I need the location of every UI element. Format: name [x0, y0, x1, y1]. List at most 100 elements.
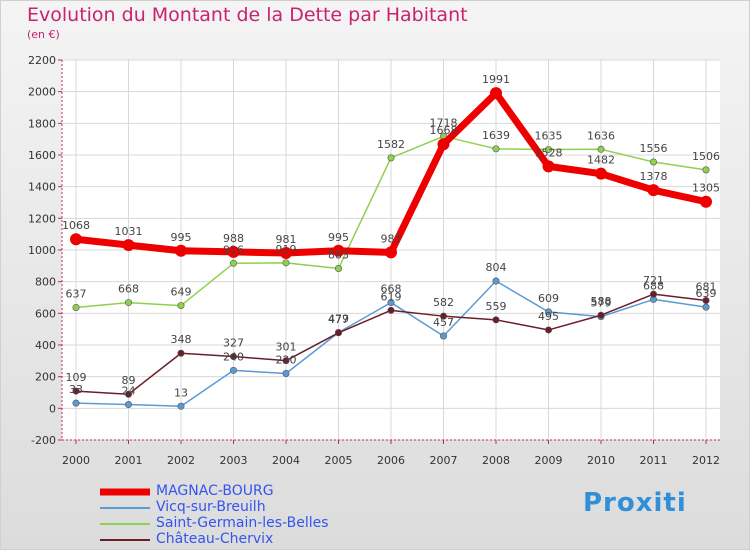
y-tick-label: 1000 — [28, 244, 56, 257]
series-vicq-sur-breuilh-data-label: 33 — [69, 383, 83, 396]
series-vicq-sur-breuilh-point — [177, 402, 185, 410]
series-chateau-chervix-data-label: 495 — [538, 310, 559, 323]
x-tick-label: 2012 — [692, 454, 720, 467]
series-saint-germain-les-belles-legend-label: Saint-Germain-les-Belles — [156, 515, 329, 531]
series-vicq-sur-breuilh-data-label: 13 — [174, 386, 188, 399]
x-tick-label: 2000 — [62, 454, 90, 467]
series-chateau-chervix-data-label: 681 — [696, 281, 717, 294]
series-chateau-chervix-point — [597, 311, 605, 319]
series-magnac-bourg-data-label: 1031 — [115, 225, 143, 238]
series-chateau-chervix-point — [334, 329, 342, 337]
series-magnac-bourg-point — [385, 246, 397, 259]
series-saint-germain-les-belles-point — [230, 259, 238, 267]
series-magnac-bourg-point — [542, 160, 555, 173]
series-magnac-bourg-point — [122, 239, 135, 252]
series-chateau-chervix-data-label: 559 — [486, 300, 507, 313]
series-chateau-chervix-data-label: 477 — [328, 313, 349, 326]
y-tick-label: 2000 — [28, 86, 56, 99]
series-saint-germain-les-belles-point — [387, 154, 395, 162]
series-vicq-sur-breuilh-point — [492, 277, 500, 285]
series-chateau-chervix-data-label: 588 — [591, 295, 612, 308]
series-saint-germain-les-belles-data-label: 1582 — [377, 138, 405, 151]
series-vicq-sur-breuilh-point — [230, 366, 238, 374]
series-vicq-sur-breuilh-data-label: 804 — [486, 261, 507, 274]
series-saint-germain-les-belles-point — [492, 145, 500, 153]
series-chateau-chervix-point — [282, 357, 290, 365]
y-tick-label: 400 — [35, 339, 56, 352]
series-magnac-bourg-data-label: 1068 — [62, 219, 90, 232]
y-tick-label: -200 — [31, 434, 56, 447]
series-chateau-chervix-point — [230, 353, 238, 361]
series-chateau-chervix-point — [544, 326, 552, 334]
series-magnac-bourg-data-label: 1378 — [640, 170, 668, 183]
x-tick-label: 2001 — [115, 454, 143, 467]
series-vicq-sur-breuilh-point — [282, 369, 290, 377]
series-chateau-chervix-point — [439, 312, 447, 320]
x-tick-label: 2009 — [535, 454, 563, 467]
series-chateau-chervix-legend-label: Château-Chervix — [156, 531, 274, 547]
series-magnac-bourg-point — [175, 244, 187, 257]
series-magnac-bourg-data-label: 1305 — [692, 182, 720, 195]
series-vicq-sur-breuilh-point — [544, 308, 552, 316]
chart-title: Evolution du Montant de la Dette par Hab… — [27, 4, 468, 26]
series-saint-germain-les-belles-data-label: 883 — [328, 249, 349, 262]
y-tick-label: 2200 — [28, 54, 56, 67]
y-tick-label: 0 — [49, 402, 56, 415]
series-saint-germain-les-belles-data-label: 919 — [276, 243, 297, 256]
series-vicq-sur-breuilh-data-label: 639 — [696, 287, 717, 300]
series-magnac-bourg-point — [647, 184, 660, 197]
series-chateau-chervix-point — [72, 387, 80, 395]
series-magnac-bourg-point — [227, 245, 240, 258]
series-saint-germain-les-belles-data-label: 1718 — [430, 116, 458, 129]
x-tick-label: 2007 — [430, 454, 458, 467]
series-vicq-sur-breuilh-data-label: 457 — [433, 316, 454, 329]
series-chateau-chervix-data-label: 348 — [171, 333, 192, 346]
series-vicq-sur-breuilh-point — [125, 401, 133, 409]
series-magnac-bourg-data-label: 995 — [171, 231, 192, 244]
series-saint-germain-les-belles-data-label: 916 — [223, 243, 244, 256]
series-saint-germain-les-belles-data-label: 668 — [118, 283, 139, 296]
series-magnac-bourg-data-label: 1482 — [587, 154, 615, 167]
series-magnac-bourg-point — [70, 233, 82, 246]
series-saint-germain-les-belles-data-label: 1636 — [587, 129, 615, 142]
y-tick-label: 600 — [35, 307, 56, 320]
series-saint-germain-les-belles-data-label: 1506 — [692, 150, 720, 163]
x-tick-label: 2010 — [587, 454, 615, 467]
series-chateau-chervix-point — [125, 390, 133, 398]
series-chateau-chervix-data-label: 582 — [433, 296, 454, 309]
series-vicq-sur-breuilh-data-label: 609 — [538, 292, 559, 305]
series-chateau-chervix-point — [702, 297, 710, 305]
proxiti-logo: Proxiti — [583, 488, 687, 518]
series-vicq-sur-breuilh-data-label: 668 — [381, 283, 402, 296]
series-saint-germain-les-belles-point — [649, 158, 657, 166]
series-saint-germain-les-belles-data-label: 1639 — [482, 129, 510, 142]
series-chateau-chervix-data-label: 89 — [122, 374, 136, 387]
series-saint-germain-les-belles-point — [702, 166, 710, 174]
series-chateau-chervix-point — [492, 316, 500, 324]
y-tick-label: 1600 — [28, 149, 56, 162]
series-magnac-bourg-data-label: 981 — [276, 233, 297, 246]
series-saint-germain-les-belles-data-label: 637 — [66, 287, 87, 300]
series-chateau-chervix-point — [177, 349, 185, 357]
series-chateau-chervix-data-label: 109 — [66, 371, 87, 384]
series-saint-germain-les-belles-point — [544, 145, 552, 153]
chart-subtitle: (en €) — [27, 28, 60, 41]
series-saint-germain-les-belles-data-label: 1635 — [535, 129, 563, 142]
series-magnac-bourg-point — [280, 247, 292, 260]
series-vicq-sur-breuilh-data-label: 579 — [591, 297, 612, 310]
series-vicq-sur-breuilh-point — [702, 303, 710, 311]
x-tick-label: 2005 — [325, 454, 353, 467]
series-saint-germain-les-belles-data-label: 649 — [171, 286, 192, 299]
y-tick-label: 1200 — [28, 212, 56, 225]
series-saint-germain-les-belles-data-label: 1556 — [640, 142, 668, 155]
series-magnac-bourg-point — [490, 87, 502, 100]
series-magnac-bourg-point — [437, 138, 450, 151]
y-tick-label: 1400 — [28, 181, 56, 194]
x-tick-label: 2003 — [220, 454, 248, 467]
series-magnac-bourg-data-label: 985 — [381, 232, 402, 245]
series-magnac-bourg-data-label: 988 — [223, 232, 244, 245]
series-saint-germain-les-belles-point — [597, 145, 605, 153]
x-tick-label: 2006 — [377, 454, 405, 467]
x-tick-label: 2004 — [272, 454, 300, 467]
series-saint-germain-les-belles-point — [72, 303, 80, 311]
